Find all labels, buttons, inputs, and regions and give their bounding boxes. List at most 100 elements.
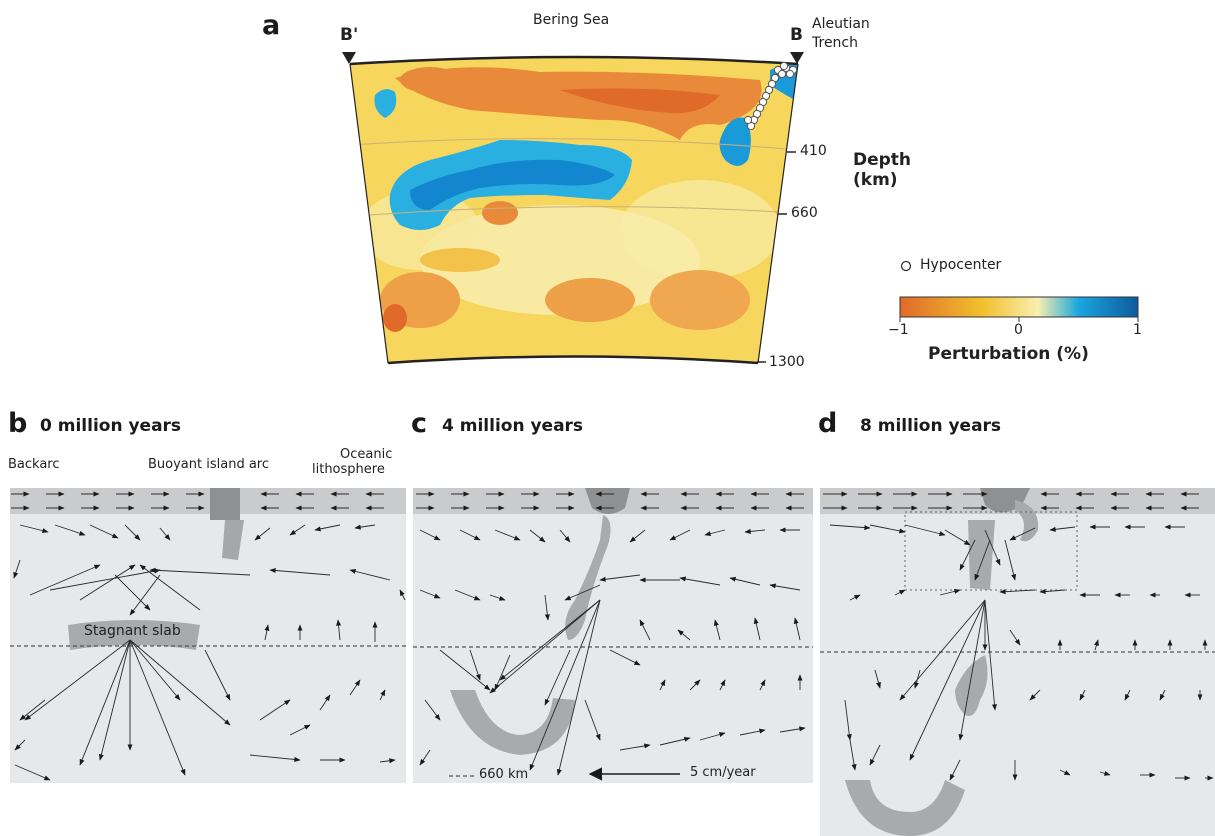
trench-label: Trench: [812, 35, 858, 51]
hypocenter-points: [743, 61, 798, 131]
tomography-fill: [350, 57, 798, 363]
velocity-arrow: [669, 529, 691, 541]
aleutian-label: Aleutian: [812, 16, 870, 32]
panel-a-letter: a: [262, 10, 281, 41]
velocity-arrow: [869, 524, 906, 534]
velocity-arrow: [49, 568, 161, 591]
velocity-arrow: [999, 589, 1036, 595]
velocity-arrow: [974, 539, 991, 581]
panel-b-title: 0 million years: [40, 416, 182, 436]
velocity-arrow: [914, 669, 921, 689]
velocity-arrow: [459, 529, 481, 541]
velocity-arrow: [204, 649, 231, 701]
velocity-arrow: [869, 744, 881, 766]
velocity-arrow: [129, 639, 186, 776]
b-marker-icon: [790, 52, 804, 64]
velocity-arrow: [13, 559, 21, 579]
velocity-arrow: [564, 584, 601, 601]
buoyant-island-arc-label: Buoyant island arc: [148, 457, 269, 472]
velocity-arrow: [559, 529, 571, 543]
scale-arrow-label: 5 cm/year: [690, 765, 756, 780]
velocity-arrow: [19, 699, 46, 721]
velocity-arrow: [639, 619, 651, 641]
velocity-arrow: [469, 649, 481, 681]
velocity-arrow: [349, 679, 361, 696]
velocity-arrow: [1049, 526, 1076, 532]
velocity-arrow: [419, 529, 441, 541]
velocity-arrow: [984, 529, 1001, 566]
velocity-arrow: [1059, 769, 1071, 776]
oceanic-label: Oceanic: [340, 447, 393, 462]
velocity-arrow: [759, 679, 766, 691]
velocity-arrow: [1124, 689, 1131, 701]
velocity-arrow: [129, 639, 181, 701]
depth-unit: (km): [853, 170, 898, 190]
hypocenter-legend-icon: [900, 260, 912, 272]
velocity-arrow: [909, 599, 986, 761]
velocity-arrow: [544, 649, 571, 706]
hypocenter-point: [779, 61, 789, 71]
colorbar-tick-mid: 0: [1014, 322, 1023, 338]
velocity-arrow: [1093, 639, 1099, 651]
panel-c-velocity-arrows: [416, 491, 806, 776]
velocity-arrow: [159, 527, 171, 541]
panel-d-title: 8 million years: [860, 416, 1002, 436]
colorbar-tick-max: 1: [1133, 322, 1142, 338]
velocity-arrow: [1099, 770, 1111, 776]
velocity-arrow: [844, 699, 852, 741]
velocity-arrow: [584, 699, 601, 741]
velocity-arrow: [609, 649, 641, 666]
velocity-arrow: [349, 568, 391, 581]
velocity-arrow: [54, 524, 86, 536]
hypocenter-point: [785, 69, 795, 79]
velocity-arrow: [139, 564, 201, 611]
panel-b-model: [10, 488, 406, 783]
velocity-arrow: [849, 739, 857, 771]
velocity-arrow: [769, 583, 801, 591]
velocity-arrow: [939, 588, 961, 596]
velocity-arrow: [1029, 689, 1041, 701]
660-legend-label: 660 km: [479, 767, 529, 782]
velocity-arrow: [89, 524, 119, 539]
velocity-arrow: [544, 594, 550, 621]
velocity-arrow: [19, 524, 49, 534]
colorbar-title: Perturbation (%): [928, 344, 1089, 364]
b-marker-label: B: [790, 25, 803, 45]
velocity-arrow: [713, 619, 721, 641]
velocity-arrow: [14, 739, 26, 751]
backarc-label: Backarc: [8, 457, 60, 472]
depth-tick-410: 410: [800, 143, 827, 159]
velocity-arrow: [98, 639, 131, 761]
velocity-arrow: [289, 524, 306, 536]
velocity-arrow: [739, 728, 766, 736]
velocity-arrow: [659, 736, 691, 746]
b-prime-marker-icon: [342, 52, 356, 64]
velocity-arrow: [829, 524, 871, 531]
panel-b-velocity-arrows: [11, 491, 406, 781]
velocity-arrow: [894, 589, 906, 596]
velocity-arrow: [24, 639, 131, 721]
velocity-arrow: [958, 599, 986, 741]
velocity-arrow: [556, 599, 601, 776]
velocity-arrow: [129, 639, 231, 726]
velocity-arrow: [629, 529, 646, 543]
velocity-arrow: [314, 524, 341, 532]
velocity-arrow: [29, 564, 101, 596]
velocity-arrow: [354, 524, 376, 530]
depth-title: Depth: [853, 150, 912, 170]
velocity-arrow: [779, 726, 806, 733]
velocity-arrow: [599, 574, 641, 582]
velocity-arrow: [399, 589, 406, 601]
velocity-arrow: [379, 689, 386, 701]
velocity-arrow: [677, 629, 691, 641]
panel-d-letter: d: [818, 408, 838, 439]
velocity-arrow: [1009, 527, 1036, 541]
bering-sea-label: Bering Sea: [533, 12, 610, 28]
depth-tick-660: 660: [791, 205, 818, 221]
velocity-arrow: [659, 679, 666, 691]
velocity-arrow: [793, 617, 801, 641]
panel-c-letter: c: [411, 408, 428, 439]
hypocenter-legend-label: Hypocenter: [920, 257, 1002, 273]
